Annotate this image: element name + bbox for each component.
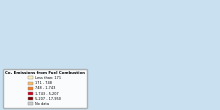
Legend: Less than: 171, 171 - 748, 748 - 1,743, 1,743 - 5,207, 5,207 - 17,950, No data: Less than: 171, 171 - 748, 748 - 1,743, … <box>3 69 87 108</box>
